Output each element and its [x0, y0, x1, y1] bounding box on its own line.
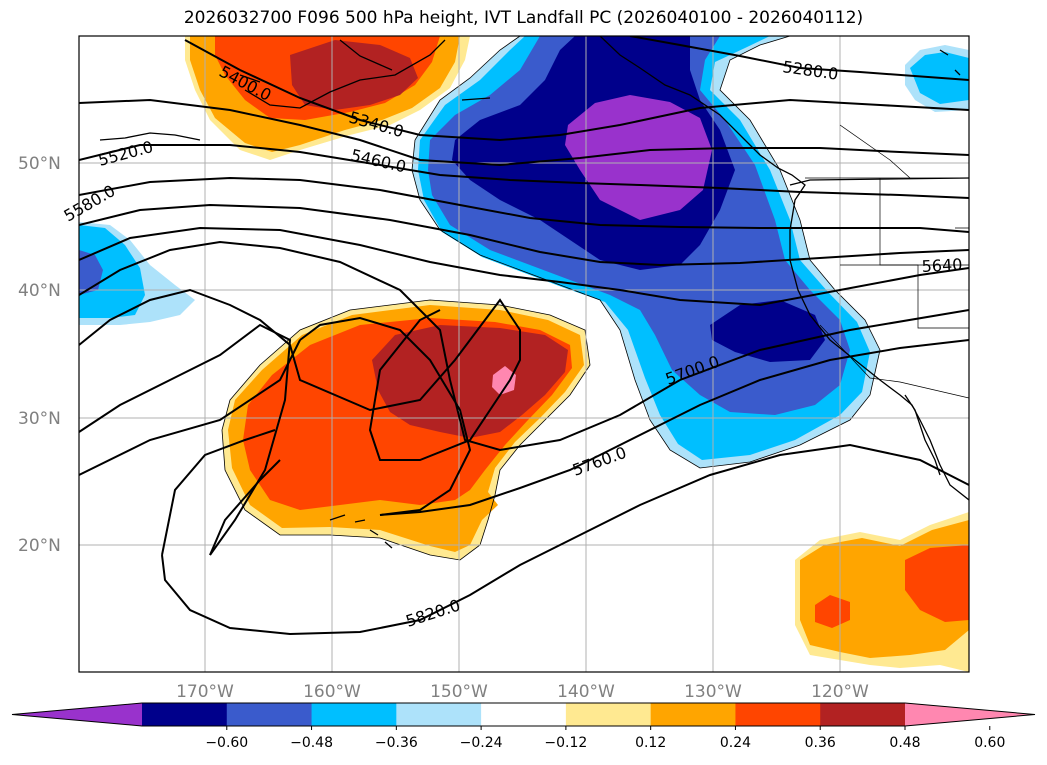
lon-label-170w: 170°W [176, 682, 234, 702]
colorbar-tick-label: 0.36 [805, 735, 836, 751]
colorbar-segment [396, 703, 482, 726]
longitude-labels: 170°W 160°W 150°W 140°W 130°W 120°W [176, 682, 869, 702]
colorbar-tick-label: −0.36 [375, 735, 418, 751]
gridlines [79, 36, 969, 672]
colorbar-tick-label: 0.60 [974, 735, 1005, 751]
colorbar-tick-label: 0.48 [889, 735, 920, 751]
lon-label-130w: 130°W [684, 682, 742, 702]
lat-label-30n: 30°N [18, 409, 61, 429]
lat-label-40n: 40°N [18, 281, 61, 301]
colorbar-tick-label: 0.24 [720, 735, 751, 751]
colorbar-tick-label: −0.60 [205, 735, 248, 751]
colorbar-tick-label: −0.24 [460, 735, 503, 751]
colorbar-tick-label: −0.12 [544, 735, 587, 751]
lon-label-120w: 120°W [811, 682, 869, 702]
colorbar-segment [820, 703, 906, 726]
plot-area [79, 36, 969, 672]
colorbar-tick-label: 0.12 [635, 735, 666, 751]
colorbar-segment [226, 703, 313, 726]
positive-ivt-central [221, 299, 591, 561]
borders [805, 124, 969, 399]
colorbar-outline [11, 702, 1036, 727]
lon-label-140w: 140°W [557, 682, 615, 702]
contour-label-5640: 5640 [921, 255, 963, 276]
latitude-labels: 50°N 40°N 30°N 20°N [18, 154, 61, 556]
lon-label-160w: 160°W [303, 682, 361, 702]
map-title: 2026032700 F096 500 hPa height, IVT Land… [183, 8, 864, 28]
negative-ivt-field [411, 36, 881, 469]
lon-label-150w: 150°W [430, 682, 488, 702]
height-contours [79, 36, 969, 636]
colorbar-segment [735, 703, 821, 726]
colorbar-segment [481, 703, 567, 726]
colorbar-segment [565, 703, 652, 726]
lat-label-20n: 20°N [18, 536, 61, 556]
lat-label-50n: 50°N [18, 154, 61, 174]
colorbar-segment [311, 703, 397, 726]
colorbar-extend-low [12, 703, 142, 726]
positive-ivt-southeast [795, 512, 969, 672]
colorbar-extend-high [905, 703, 1035, 726]
colorbar-tick-label: −0.48 [290, 735, 333, 751]
coastlines [99, 36, 969, 549]
colorbar-segment [142, 703, 228, 726]
colorbar-segment [650, 703, 736, 726]
colorbar: −0.60 −0.48 −0.36 −0.24 −0.12 0.12 0.24 0.36 0.4… [11, 702, 1036, 751]
plot-frame [78, 35, 970, 673]
